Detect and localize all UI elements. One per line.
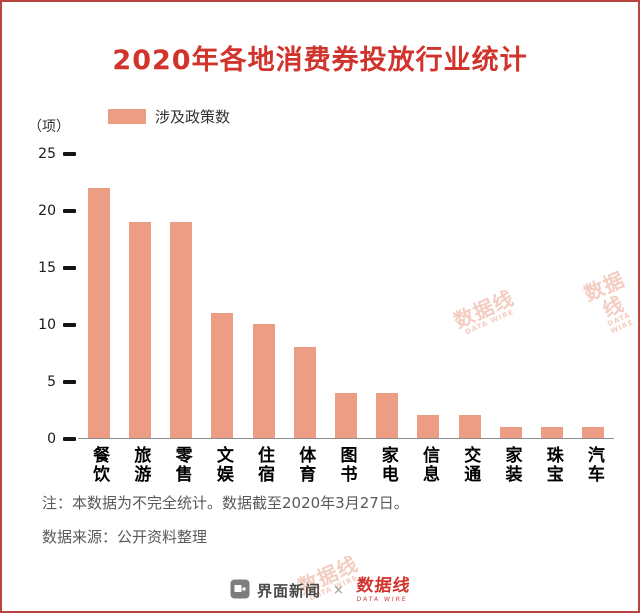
datawire-logo: 数据线 DATA WIRE [355, 576, 412, 603]
y-axis: 0 5 10 15 20 25 [2, 146, 76, 447]
bar-信息 [417, 415, 440, 438]
legend: 涉及政策数 [108, 106, 230, 127]
jiemian-news-logo: 界面新闻 [230, 579, 321, 603]
bar-汽车 [582, 426, 605, 438]
bar-slot [573, 154, 614, 438]
datawire-logo-caption: DATA WIRE [356, 596, 408, 603]
y-tick-label: 0 [47, 431, 56, 447]
bar-家装 [499, 426, 522, 438]
y-tick-20: 20 [34, 203, 76, 219]
y-tick-label: 5 [47, 374, 56, 390]
y-tick-0: 0 [34, 431, 76, 447]
y-tick-mark [63, 209, 76, 213]
footer-logos: 界面新闻 × 数据线 DATA WIRE [2, 576, 638, 603]
x-label-家电: 家电 [377, 446, 398, 484]
x-label-家装: 家装 [501, 446, 522, 484]
bar-slot [532, 154, 573, 438]
bar-住宿 [252, 324, 275, 438]
x-label-珠宝: 珠宝 [542, 446, 563, 484]
bar-slot [325, 154, 366, 438]
legend-label: 涉及政策数 [155, 108, 231, 126]
jiemian-logo-label: 界面新闻 [257, 582, 322, 600]
bar-slot [119, 154, 160, 438]
bar-家电 [376, 392, 399, 438]
bar-旅游 [128, 222, 151, 438]
bar-slot [243, 154, 284, 438]
x-label-交通: 交通 [460, 446, 481, 484]
x-label-零售: 零售 [171, 446, 192, 484]
jiemian-logo-icon [230, 579, 250, 603]
y-tick-label: 10 [38, 317, 56, 333]
bar-slot [284, 154, 325, 438]
x-label-住宿: 住宿 [254, 446, 275, 484]
x-label-汽车: 汽车 [583, 446, 604, 484]
bar-体育 [293, 347, 316, 438]
bar-文娱 [211, 313, 234, 438]
x-label-旅游: 旅游 [130, 446, 151, 484]
data-source-note: 数据来源：公开资料整理 [42, 528, 208, 546]
bar-零售 [170, 222, 193, 438]
y-axis-unit: （项） [28, 119, 70, 135]
bar-slot [78, 154, 119, 438]
y-tick-label: 25 [38, 146, 56, 162]
bar-珠宝 [541, 426, 564, 438]
y-tick-5: 5 [34, 374, 76, 390]
bar-餐饮 [87, 188, 110, 438]
datawire-logo-label: 数据线 [355, 576, 412, 596]
y-tick-25: 25 [34, 146, 76, 162]
x-label-体育: 体育 [295, 446, 316, 484]
y-tick-mark [63, 266, 76, 270]
bar-交通 [458, 415, 481, 438]
bar-slot [160, 154, 201, 438]
y-tick-10: 10 [34, 317, 76, 333]
logo-separator: × [333, 583, 344, 598]
x-label-餐饮: 餐饮 [89, 446, 110, 484]
y-tick-15: 15 [34, 260, 76, 276]
bar-slot [202, 154, 243, 438]
y-tick-mark [63, 323, 76, 327]
y-tick-mark [63, 152, 76, 156]
y-tick-label: 15 [38, 260, 56, 276]
y-tick-label: 20 [38, 203, 56, 219]
bar-slot [490, 154, 531, 438]
x-label-信息: 信息 [418, 446, 439, 484]
bar-slot [408, 154, 449, 438]
bar-slot [367, 154, 408, 438]
y-tick-mark [63, 380, 76, 384]
bar-slot [449, 154, 490, 438]
data-disclaimer-note: 注：本数据为不完全统计。数据截至2020年3月27日。 [42, 494, 409, 512]
chart-title: 2020年各地消费券投放行业统计 [112, 45, 528, 76]
bar-图书 [335, 392, 358, 438]
plot-area [78, 154, 614, 439]
x-label-图书: 图书 [336, 446, 357, 484]
legend-swatch [108, 109, 146, 124]
x-axis-labels: 餐饮 旅游 零售 文娱 住宿 体育 图书 家电 信息 交通 家装 珠宝 汽车 [78, 446, 614, 484]
y-tick-mark [63, 437, 76, 441]
x-label-文娱: 文娱 [212, 446, 233, 484]
